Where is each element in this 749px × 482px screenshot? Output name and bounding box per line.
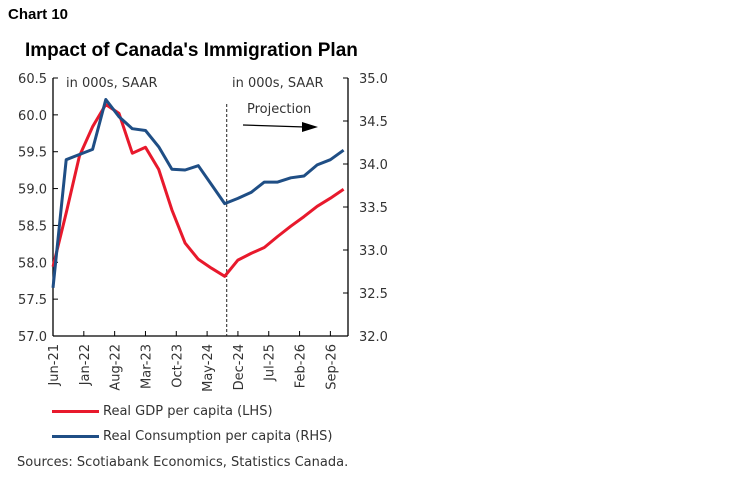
x-tick-label: Jul-25 — [263, 344, 278, 382]
x-tick-label: Jun-21 — [47, 344, 62, 387]
legend-item-consumption: Real Consumption per capita (RHS) — [52, 429, 333, 444]
right-tick-label: 33.5 — [359, 201, 388, 216]
legend-swatch-consumption — [52, 435, 99, 438]
left-axis-note: in 000s, SAAR — [66, 76, 158, 91]
right-tick-label: 35.0 — [359, 72, 388, 87]
chart-title: Impact of Canada's Immigration Plan — [25, 40, 358, 61]
legend-swatch-gdp — [52, 410, 99, 413]
projection-arrow-head — [302, 122, 318, 132]
right-tick-label: 32.5 — [359, 287, 388, 302]
legend-item-gdp: Real GDP per capita (LHS) — [52, 404, 273, 419]
x-tick-label: Mar-23 — [139, 344, 154, 389]
left-tick-label: 57.0 — [18, 330, 47, 345]
left-tick-label: 60.0 — [18, 109, 47, 124]
left-tick-label: 57.5 — [18, 293, 47, 308]
series-line-consumption — [51, 98, 345, 288]
left-tick-label: 58.5 — [18, 219, 47, 234]
x-tick-label: Oct-23 — [170, 344, 185, 388]
projection-arrow-shaft — [242, 124, 306, 128]
x-tick-label: May-24 — [201, 344, 216, 392]
right-axis-note: in 000s, SAAR — [232, 76, 324, 91]
left-tick-label: 60.5 — [18, 72, 47, 87]
left-tick-label: 58.0 — [18, 256, 47, 271]
right-tick-label: 34.0 — [359, 158, 388, 173]
legend-label-gdp: Real GDP per capita (LHS) — [103, 404, 273, 419]
source-note: Sources: Scotiabank Economics, Statistic… — [17, 455, 349, 470]
x-tick-label: Dec-24 — [232, 344, 247, 390]
x-tick-label: Sep-26 — [324, 344, 339, 390]
left-tick-label: 59.0 — [18, 183, 47, 198]
chart-number: Chart 10 — [8, 6, 69, 23]
right-tick-label: 34.5 — [359, 115, 388, 130]
x-tick-label: Jan-22 — [78, 344, 93, 386]
projection-label: Projection — [247, 102, 311, 117]
legend-label-consumption: Real Consumption per capita (RHS) — [103, 429, 333, 444]
left-tick-label: 59.5 — [18, 146, 47, 161]
right-tick-label: 32.0 — [359, 330, 388, 345]
x-tick-label: Aug-22 — [109, 344, 124, 391]
x-tick-label: Feb-26 — [294, 344, 309, 388]
right-tick-label: 33.0 — [359, 244, 388, 259]
